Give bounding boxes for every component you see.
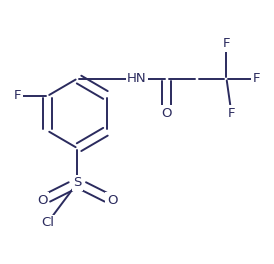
- Text: F: F: [228, 107, 235, 120]
- Text: F: F: [14, 89, 21, 102]
- Text: O: O: [37, 194, 48, 207]
- Text: O: O: [107, 194, 117, 207]
- Text: HN: HN: [127, 72, 147, 85]
- Text: S: S: [73, 176, 82, 190]
- Text: O: O: [162, 107, 172, 120]
- Text: F: F: [223, 37, 230, 50]
- Text: Cl: Cl: [41, 216, 54, 229]
- Text: F: F: [253, 72, 260, 85]
